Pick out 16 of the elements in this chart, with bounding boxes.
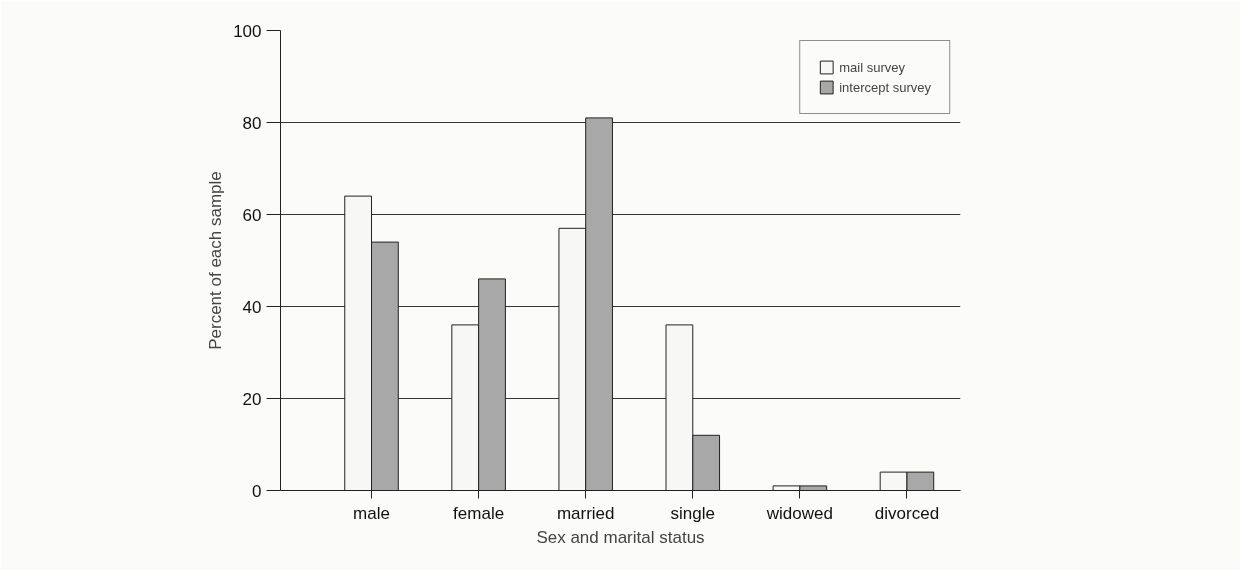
y-axis-title: Percent of each sample: [206, 171, 226, 350]
x-axis-title: Sex and marital status: [536, 527, 705, 547]
y-tick-label: 40: [242, 297, 262, 317]
x-tick-label: widowed: [765, 503, 833, 523]
y-tick-label: 20: [242, 389, 262, 409]
x-tick-label: married: [556, 503, 615, 523]
legend-label: intercept survey: [839, 79, 931, 95]
y-tick-label: 60: [242, 205, 262, 225]
y-tick-label: 80: [242, 113, 262, 133]
x-tick-label: single: [670, 503, 715, 523]
y-tick-label: 100: [233, 21, 262, 41]
x-tick-label: female: [453, 503, 505, 523]
legend-label: mail survey: [839, 59, 905, 75]
y-tick-label: 0: [252, 481, 262, 501]
x-tick-label: divorced: [874, 503, 940, 523]
x-tick-label: male: [353, 503, 390, 523]
